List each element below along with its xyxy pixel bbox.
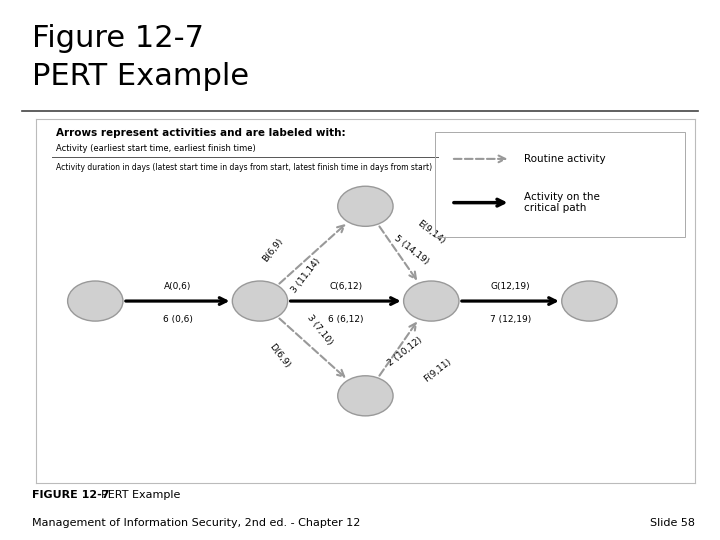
Ellipse shape: [68, 281, 123, 321]
Text: Activity on the
critical path: Activity on the critical path: [523, 192, 599, 213]
Text: 3 (11,14): 3 (11,14): [290, 256, 323, 294]
Text: C(6,12): C(6,12): [329, 282, 362, 291]
Text: 3 (7,10): 3 (7,10): [305, 313, 334, 347]
Text: Activity duration in days (latest start time in days from start, latest finish t: Activity duration in days (latest start …: [55, 163, 432, 172]
Text: FIGURE 12-7: FIGURE 12-7: [32, 490, 110, 501]
Text: 2 (10,12): 2 (10,12): [386, 336, 424, 368]
Text: Management of Information Security, 2nd ed. - Chapter 12: Management of Information Security, 2nd …: [32, 518, 361, 528]
Text: 6 (6,12): 6 (6,12): [328, 315, 364, 324]
Text: Activity (earliest start time, earliest finish time): Activity (earliest start time, earliest …: [55, 144, 256, 153]
Text: Arrows represent activities and are labeled with:: Arrows represent activities and are labe…: [55, 128, 346, 138]
Text: F(9,11): F(9,11): [423, 357, 454, 384]
Ellipse shape: [562, 281, 617, 321]
Text: 6 (0,6): 6 (0,6): [163, 315, 192, 324]
Ellipse shape: [338, 186, 393, 226]
Text: D(6,9): D(6,9): [268, 342, 292, 369]
Text: E(9,14): E(9,14): [415, 218, 447, 245]
Text: G(12,19): G(12,19): [490, 282, 530, 291]
Text: B(6,9): B(6,9): [261, 237, 285, 264]
Text: 7 (12,19): 7 (12,19): [490, 315, 531, 324]
Text: Figure 12-7: Figure 12-7: [32, 24, 204, 53]
Ellipse shape: [338, 376, 393, 416]
Ellipse shape: [404, 281, 459, 321]
Text: 5 (14,19): 5 (14,19): [392, 234, 431, 266]
Text: PERT Example: PERT Example: [32, 62, 250, 91]
Ellipse shape: [233, 281, 288, 321]
Text: Slide 58: Slide 58: [649, 518, 695, 528]
Text: PERT Example: PERT Example: [101, 490, 180, 501]
Text: Routine activity: Routine activity: [523, 154, 605, 164]
Text: A(0,6): A(0,6): [164, 282, 192, 291]
